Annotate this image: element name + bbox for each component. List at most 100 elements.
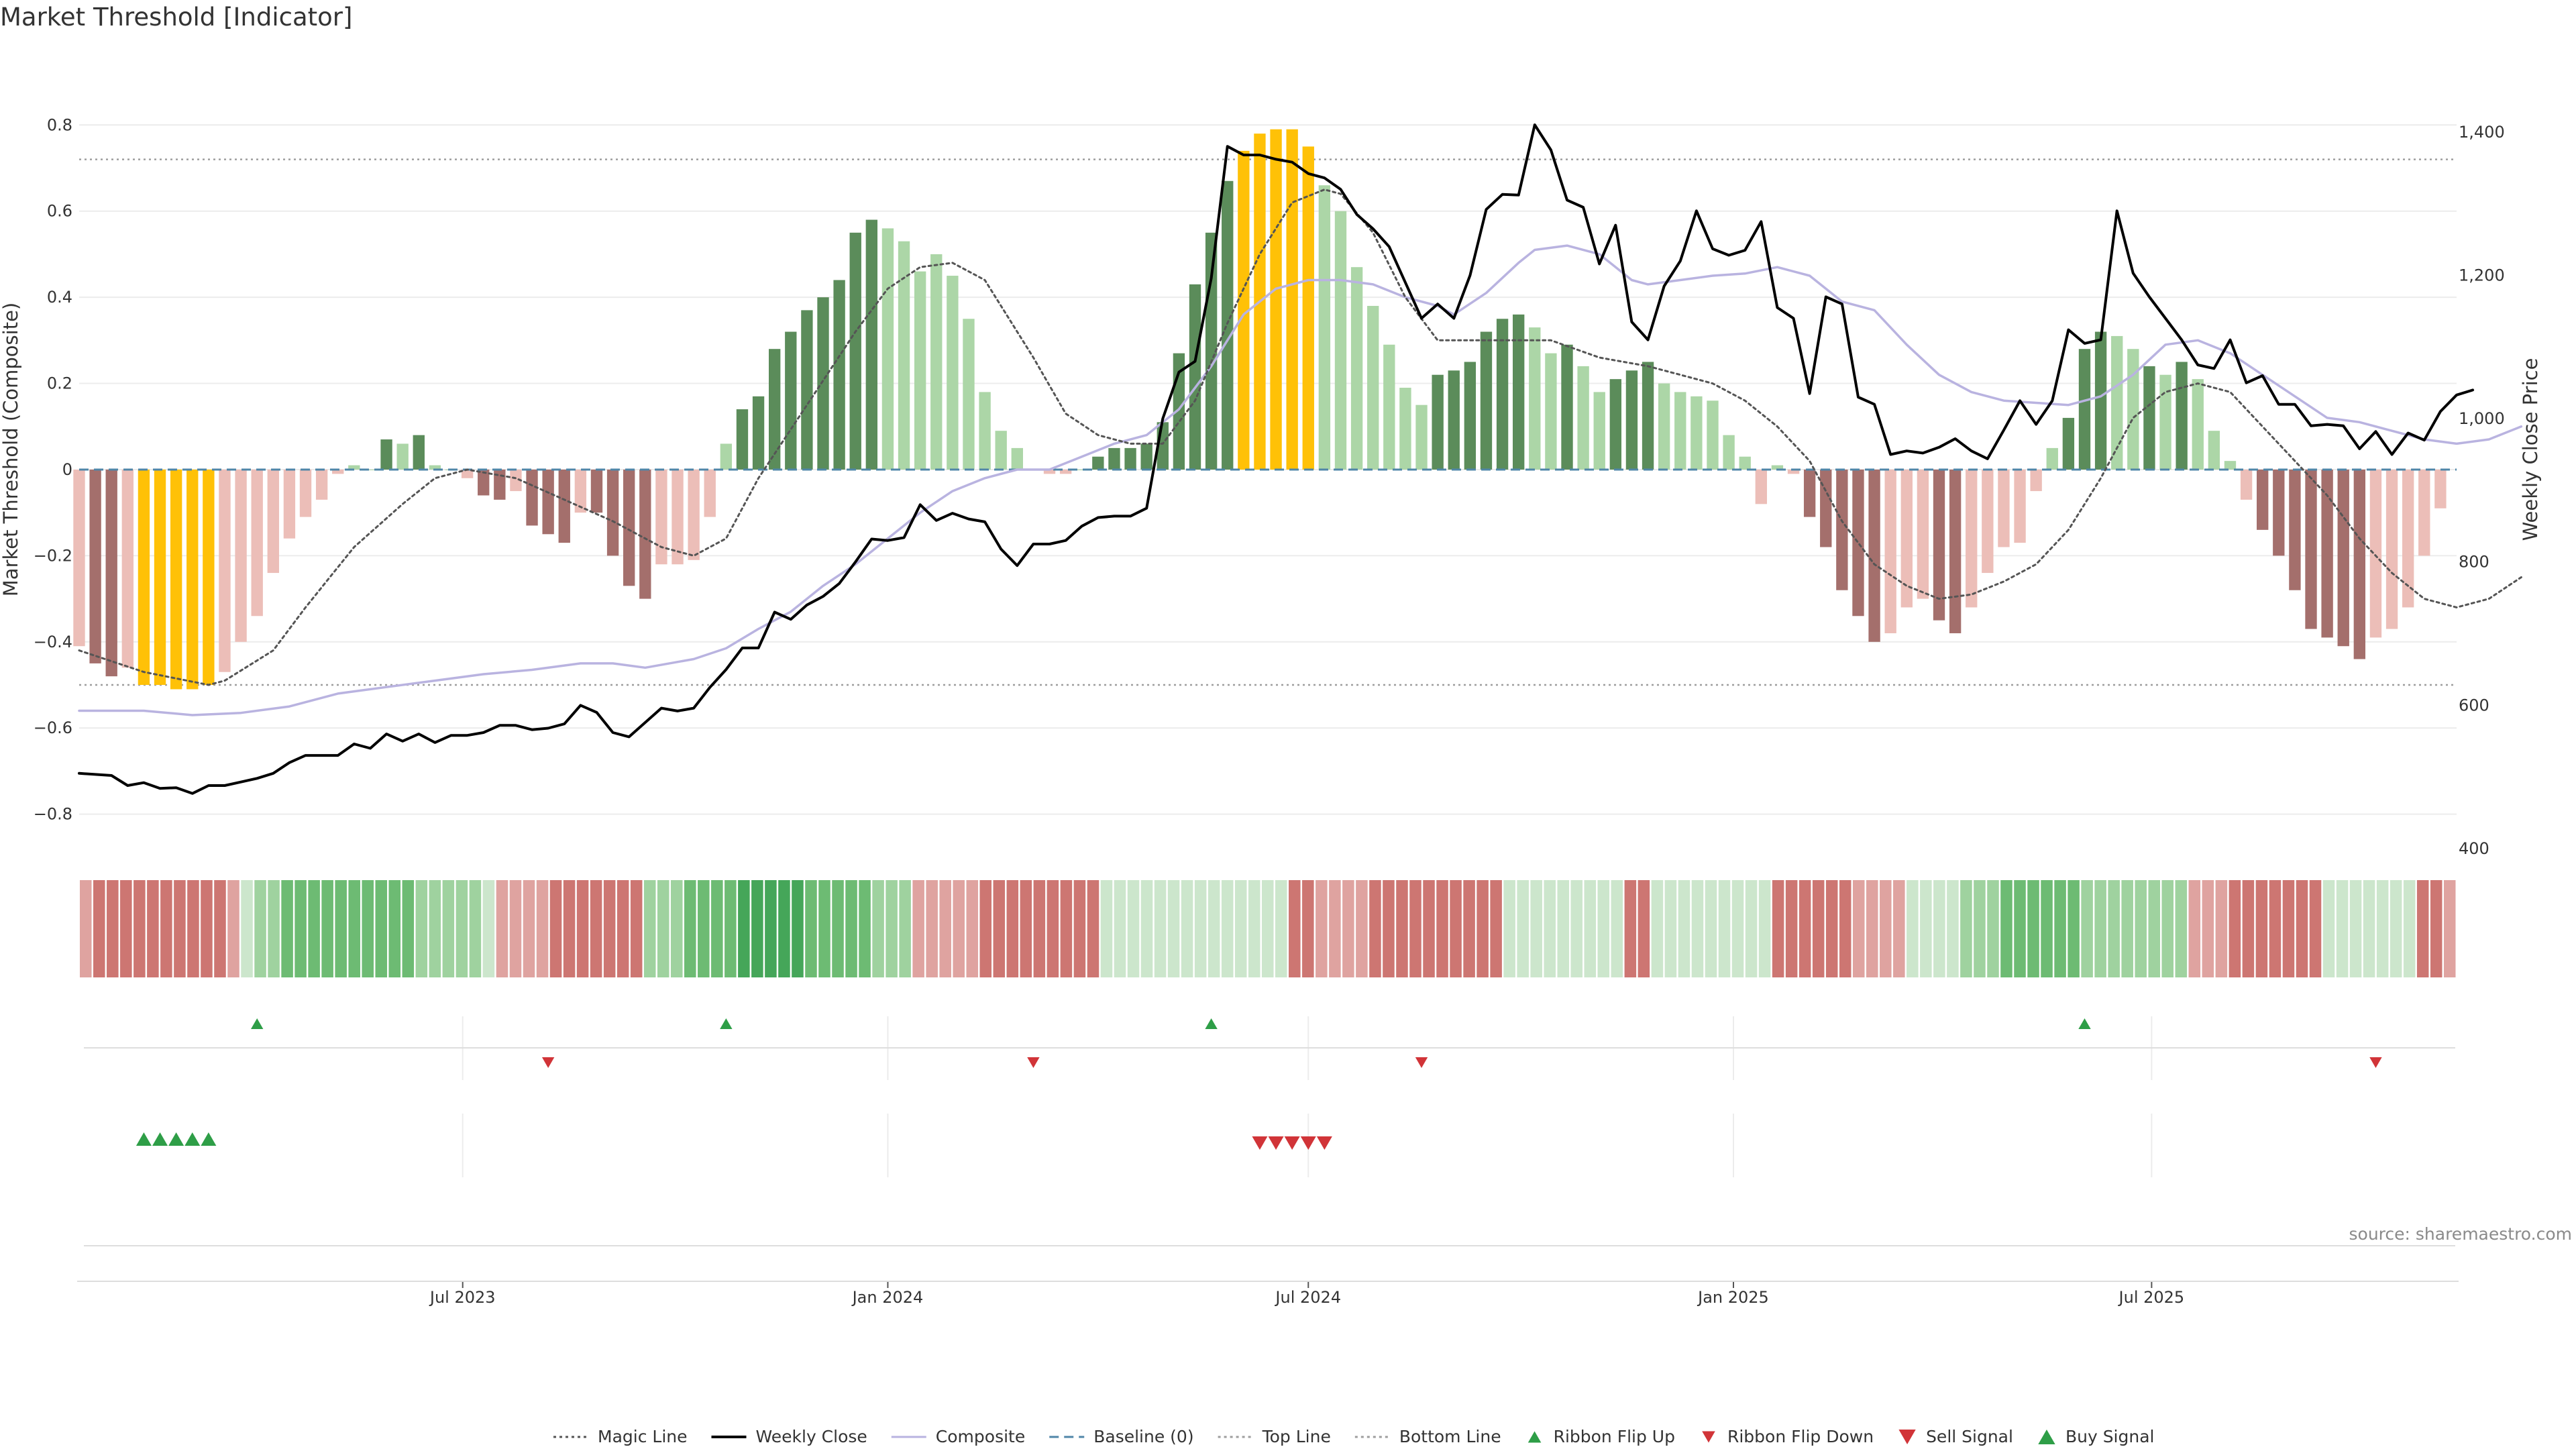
composite-bar <box>752 396 765 470</box>
composite-bar <box>1189 284 1201 470</box>
composite-bar <box>1108 447 1120 470</box>
sell-signal-marker <box>1252 1136 1268 1150</box>
composite-bar <box>849 232 861 470</box>
ribbon-flip-up-marker <box>720 1018 733 1029</box>
ribbon-cell <box>2000 880 2012 977</box>
composite-bar <box>2289 469 2301 590</box>
ribbon-flip-down-marker <box>541 1057 555 1068</box>
legend-item-buy-signal: Buy Signal <box>2038 1427 2155 1446</box>
composite-bar <box>639 469 651 599</box>
composite-bar <box>2418 469 2430 556</box>
ribbon-cell <box>711 880 723 977</box>
ribbon-cell <box>335 880 347 977</box>
ribbon-cell <box>1517 880 1529 977</box>
ribbon-cell <box>1181 880 1193 977</box>
composite-bar <box>1868 469 1880 642</box>
left-tick-label: 0 <box>62 460 72 479</box>
composite-bar <box>2176 362 2188 470</box>
composite-bar <box>785 331 797 470</box>
ribbon-cell <box>979 880 992 977</box>
ribbon-cell <box>2027 880 2039 977</box>
ribbon-cell <box>1705 880 1717 977</box>
composite-bar <box>1383 344 1395 470</box>
ribbon-cell <box>442 880 455 977</box>
ribbon-cell <box>657 880 669 977</box>
ribbon-cell <box>872 880 884 977</box>
ribbon-cell <box>563 880 576 977</box>
ribbon-cell <box>1745 880 1758 977</box>
ribbon-cell <box>1033 880 1046 977</box>
composite-bar <box>995 431 1007 470</box>
ribbon-cell <box>2202 880 2214 977</box>
legend-label: Bottom Line <box>1399 1427 1501 1446</box>
ribbon-cell <box>792 880 804 977</box>
ribbon-cell <box>939 880 951 977</box>
right-tick-label: 1,400 <box>2459 123 2505 142</box>
composite-bar <box>1124 447 1136 470</box>
composite-bar <box>1545 353 1557 470</box>
composite-bar <box>1609 379 1622 470</box>
ribbon-cell <box>2108 880 2120 977</box>
sell-signal-marker <box>1284 1136 1300 1150</box>
composite-bar <box>881 228 894 470</box>
composite-bar <box>963 319 975 470</box>
ribbon-cell <box>899 880 911 977</box>
composite-bar <box>1803 469 1816 517</box>
ribbon-cell <box>2215 880 2228 977</box>
composite-bar <box>2192 379 2204 470</box>
ribbon-cell <box>966 880 979 977</box>
composite-bar <box>348 465 360 470</box>
ribbon-cell <box>2242 880 2255 977</box>
ribbon-cell <box>2443 880 2456 977</box>
composite-bar <box>1836 469 1848 590</box>
right-axis-ticks: 400 600 800 1,000 1,200 1,400 <box>2459 123 2505 858</box>
composite-bar <box>2273 469 2285 556</box>
ribbon-cell <box>429 880 441 977</box>
composite-bar <box>461 469 474 478</box>
ribbon-cell <box>1624 880 1637 977</box>
ribbon-cell <box>2188 880 2201 977</box>
ribbon-cell <box>818 880 830 977</box>
composite-bar <box>2434 469 2447 508</box>
composite-bar <box>769 349 781 470</box>
composite-bar <box>2402 469 2414 608</box>
composite-bar <box>283 469 296 539</box>
ribbon-cell <box>348 880 360 977</box>
composite-bar <box>623 469 635 586</box>
composite-bar <box>2240 469 2253 500</box>
legend: Magic Line Weekly Close Composite Baseline … <box>553 1427 2155 1446</box>
left-tick-label: 0.2 <box>47 374 72 393</box>
ribbon-cell <box>388 880 401 977</box>
composite-bar <box>1513 314 1525 470</box>
ribbon-cell <box>509 880 522 977</box>
ribbon-cell <box>1812 880 1825 977</box>
ribbon-cell <box>107 880 119 977</box>
legend-item-ribbon-flip-up: Ribbon Flip Up <box>1527 1427 1675 1446</box>
composite-bar <box>315 469 328 500</box>
ribbon-cell <box>80 880 92 977</box>
ribbon-cell <box>1060 880 1073 977</box>
legend-item-sell-signal: Sell Signal <box>1898 1427 2013 1446</box>
left-tick-label: 0.6 <box>47 202 72 221</box>
ribbon-cell <box>603 880 616 977</box>
buy-signal-marker <box>168 1132 184 1146</box>
ribbon-cell <box>1261 880 1274 977</box>
composite-bar <box>380 439 392 470</box>
legend-label: Magic Line <box>598 1427 688 1446</box>
ribbon-cell <box>1423 880 1435 977</box>
legend-label: Weekly Close <box>756 1427 867 1446</box>
composite-bar <box>1043 469 1056 474</box>
composite-bar <box>1998 469 2010 547</box>
ribbon-cell <box>2121 880 2133 977</box>
ribbon-cell <box>778 880 790 977</box>
left-tick-label: −0.8 <box>34 805 72 824</box>
composite-bar <box>1690 396 1703 470</box>
ribbon-cell <box>1100 880 1113 977</box>
ribbon-cell <box>2255 880 2268 977</box>
composite-bar <box>1302 146 1314 470</box>
composite-bar <box>1496 319 1509 470</box>
composite-bar <box>478 469 490 496</box>
ribbon-cell <box>2175 880 2188 977</box>
composite-bar <box>1755 469 1767 504</box>
ribbon-cell <box>1570 880 1583 977</box>
